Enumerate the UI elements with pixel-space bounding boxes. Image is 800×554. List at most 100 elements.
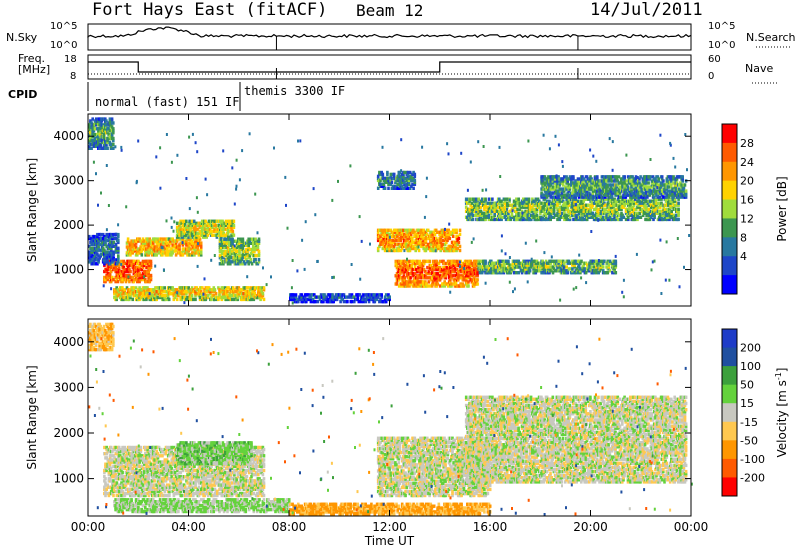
cell	[382, 173, 385, 176]
cell	[193, 220, 196, 223]
cell	[458, 237, 461, 240]
cell	[471, 278, 474, 281]
cell	[563, 175, 566, 178]
cell	[618, 214, 621, 217]
cell	[476, 278, 479, 281]
cell	[515, 271, 518, 274]
cell	[607, 271, 610, 274]
cell	[549, 265, 552, 268]
nsky-tick-bottom: 10^0	[50, 40, 77, 51]
cell	[133, 286, 136, 289]
cell	[250, 298, 253, 301]
cell	[569, 267, 572, 270]
cell	[210, 230, 213, 233]
cell	[552, 185, 555, 188]
cell	[643, 191, 646, 194]
nave-tick-top: 60	[708, 54, 721, 65]
cell	[667, 189, 670, 192]
cell	[233, 220, 236, 223]
cell	[476, 282, 479, 285]
cell	[254, 292, 257, 295]
cell	[212, 234, 215, 237]
cell	[191, 294, 194, 297]
cell	[529, 269, 532, 272]
cell	[572, 175, 575, 178]
cell	[685, 189, 688, 192]
nave-tick-bottom: 0	[708, 71, 714, 82]
cell	[615, 271, 618, 274]
cell	[677, 202, 680, 205]
cell	[422, 280, 425, 283]
cell	[480, 206, 483, 209]
cell	[163, 286, 166, 289]
cell	[233, 224, 236, 227]
cell	[585, 271, 588, 274]
cell	[214, 288, 217, 291]
cell	[499, 260, 502, 263]
power-cells	[88, 117, 690, 304]
cell	[582, 177, 585, 180]
cell	[626, 179, 629, 182]
cell	[135, 245, 138, 248]
cell	[593, 208, 596, 211]
cell	[123, 288, 126, 291]
cell	[553, 260, 556, 263]
cell	[135, 286, 138, 289]
cell	[409, 280, 412, 283]
cell	[207, 294, 210, 297]
cell	[168, 298, 171, 301]
cell	[456, 247, 459, 250]
nsky-tick-top: 10^5	[50, 21, 77, 32]
cell	[182, 253, 185, 256]
cell	[472, 218, 475, 221]
cell	[437, 272, 440, 275]
cell	[517, 198, 520, 201]
cell	[484, 260, 487, 263]
cell	[513, 271, 516, 274]
cell	[263, 298, 266, 301]
cell	[500, 269, 503, 272]
cell	[583, 218, 586, 221]
cell	[259, 286, 262, 289]
cell	[231, 238, 234, 241]
cell	[681, 175, 684, 178]
cell	[233, 298, 236, 301]
cell	[552, 271, 555, 274]
cell	[439, 284, 442, 287]
nsearch-tick-top: 10^5	[708, 21, 735, 32]
cell	[635, 181, 638, 184]
cell	[459, 233, 462, 236]
cell	[472, 214, 475, 217]
cell	[627, 216, 630, 219]
cell	[226, 238, 229, 241]
cell	[536, 214, 539, 217]
cell	[551, 216, 554, 219]
cell	[200, 241, 203, 244]
cell	[165, 298, 168, 301]
cell	[579, 267, 582, 270]
cell	[429, 260, 432, 263]
cell	[610, 183, 613, 186]
cell	[150, 260, 153, 263]
cell	[185, 220, 188, 223]
cell	[505, 218, 508, 221]
cell	[677, 208, 680, 211]
cell	[593, 265, 596, 268]
cell	[684, 183, 687, 186]
cell	[477, 198, 480, 201]
cell	[565, 265, 568, 268]
cell	[467, 280, 470, 283]
cell	[677, 218, 680, 221]
cell	[674, 204, 677, 207]
cell	[508, 263, 511, 266]
cell	[446, 266, 449, 269]
cell	[454, 260, 457, 263]
cell	[384, 187, 387, 190]
cell	[395, 239, 398, 242]
cell	[192, 298, 195, 301]
freq-trace	[88, 62, 691, 72]
cell	[571, 267, 574, 270]
cell	[110, 270, 113, 273]
cell	[422, 274, 425, 277]
